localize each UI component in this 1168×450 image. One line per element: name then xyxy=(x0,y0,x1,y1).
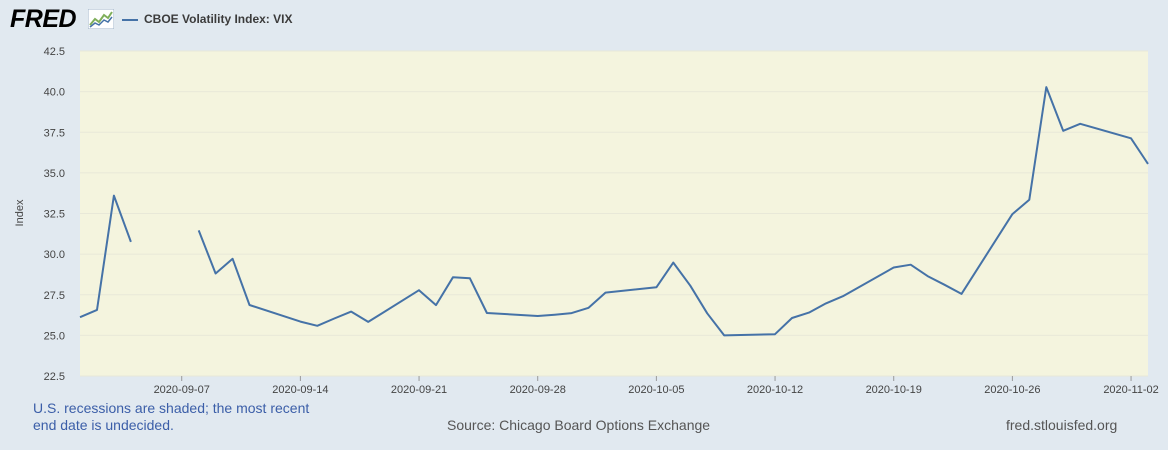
legend-swatch xyxy=(122,19,138,21)
gridlines xyxy=(80,50,1148,377)
y-axis-label: Index xyxy=(14,199,26,226)
x-tick-label: 2020-09-21 xyxy=(391,384,447,396)
x-tick-label: 2020-10-26 xyxy=(984,384,1040,396)
series-line xyxy=(197,86,1149,337)
site-link[interactable]: fred.stlouisfed.org xyxy=(1006,417,1118,433)
y-tick-label: 27.5 xyxy=(44,290,65,302)
recession-note: U.S. recessions are shaded; the most rec… xyxy=(33,400,310,433)
chart-header: FRED CBOE Volatility Index: VIX xyxy=(0,0,1168,40)
x-tick-label: 2020-10-12 xyxy=(747,384,803,396)
y-tick-label: 32.5 xyxy=(44,209,65,221)
y-tick-label: 30.0 xyxy=(44,249,65,261)
x-axis-ticks: 2020-09-07 2020-09-14 2020-09-21 2020-09-28… xyxy=(154,376,1159,396)
x-tick-label: 2020-10-19 xyxy=(866,384,922,396)
y-axis-ticks: 22.5 25.0 27.5 30.0 32.5 35.0 37.5 40.0 42.5 xyxy=(44,46,65,383)
trend-graph-icon xyxy=(88,9,114,29)
y-tick-label: 35.0 xyxy=(44,168,65,180)
fred-logo[interactable]: FRED xyxy=(10,5,77,33)
x-tick-label: 2020-11-02 xyxy=(1103,384,1158,396)
x-tick-label: 2020-09-28 xyxy=(510,384,566,396)
x-tick-label: 2020-09-14 xyxy=(272,384,328,396)
y-tick-label: 22.5 xyxy=(44,371,65,383)
series-layer xyxy=(79,86,1149,337)
series-line xyxy=(79,194,132,319)
y-tick-label: 40.0 xyxy=(44,87,65,99)
source-credit: Source: Chicago Board Options Exchange xyxy=(447,417,711,433)
x-tick-label: 2020-10-05 xyxy=(628,384,684,396)
legend-label[interactable]: CBOE Volatility Index: VIX xyxy=(144,12,293,26)
y-tick-label: 42.5 xyxy=(44,46,65,58)
y-tick-label: 25.0 xyxy=(44,330,65,342)
x-tick-label: 2020-09-07 xyxy=(154,384,210,396)
y-tick-label: 37.5 xyxy=(44,127,65,139)
